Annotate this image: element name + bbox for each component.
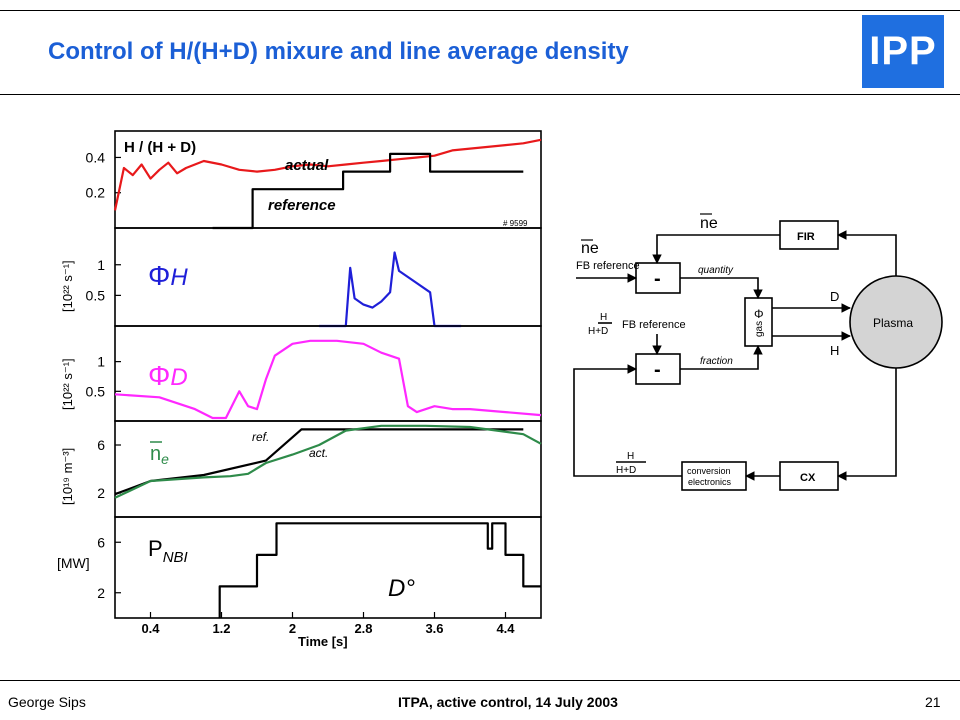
title-rule xyxy=(0,94,960,95)
panel4-ylabel: [10¹⁹ m⁻³] xyxy=(60,448,75,505)
label-frac-den-1: H+D xyxy=(588,326,608,337)
panel3-label: ΦD xyxy=(148,360,188,391)
panel2-ylabel: [10²² s⁻¹] xyxy=(60,260,75,312)
ytick-label-4-1: 6 xyxy=(97,534,105,550)
slide-title: Control of H/(H+D) mixure and line avera… xyxy=(48,38,629,65)
panel1-title: H / (H + D) xyxy=(124,139,196,156)
xtick-label-1: 1.2 xyxy=(212,621,230,636)
footer-author: George Sips xyxy=(8,694,86,710)
series-0-0 xyxy=(113,138,542,211)
xtick-label-4: 3.6 xyxy=(425,621,443,636)
ytick-label-2-1: 1 xyxy=(97,354,105,370)
ipp-logo: IPP xyxy=(862,15,944,88)
label-fb-ref-1: FB reference xyxy=(576,260,640,272)
label-gas: gas xyxy=(754,321,765,337)
annotation-actual: actual xyxy=(285,157,329,174)
xtick-label-5: 4.4 xyxy=(496,621,515,636)
panel3-ylabel: [10²² s⁻¹] xyxy=(60,358,75,410)
panel5-label: PNBI xyxy=(148,536,188,566)
annotation-ref: ref. xyxy=(252,430,269,444)
footer-page-number: 21 xyxy=(925,694,941,710)
fir-to-sum-line xyxy=(652,234,780,264)
plasma-to-fir-line xyxy=(837,230,897,276)
ytick-label-0-1: 0.4 xyxy=(86,149,106,165)
ytick-label-3-1: 6 xyxy=(97,437,105,453)
series-4-0 xyxy=(218,522,541,618)
label-ne-ref: ne xyxy=(581,240,599,257)
annotation-reference: reference xyxy=(268,197,336,214)
gas-valve-block xyxy=(744,297,773,347)
logo-text: IPP xyxy=(869,29,937,73)
label-fraction: fraction xyxy=(700,356,733,367)
label-frac-num-1: H xyxy=(600,312,607,323)
ytick-label-0-0: 0.2 xyxy=(86,185,106,201)
xtick-label-2: 2 xyxy=(289,621,296,636)
label-frac-den-2: H+D xyxy=(616,465,636,476)
label-minus-2: - xyxy=(654,359,661,381)
label-plasma: Plasma xyxy=(873,316,913,330)
annotation-d0: D° xyxy=(388,575,415,602)
series-3-1 xyxy=(114,424,542,499)
plasma-to-cx-line xyxy=(837,368,897,481)
ytick-label-1-1: 1 xyxy=(97,257,105,273)
quantity-line xyxy=(680,277,763,299)
label-d: D xyxy=(830,289,839,304)
series-1-0 xyxy=(319,251,462,328)
ytick-label-2-0: 0.5 xyxy=(86,383,106,399)
ytick-label-1-0: 0.5 xyxy=(86,287,106,303)
ytick-label-4-0: 2 xyxy=(97,585,105,601)
label-fir: FIR xyxy=(797,231,815,243)
xtick-label-0: 0.4 xyxy=(141,621,160,636)
label-ne-top: ne xyxy=(700,215,718,232)
panel2-label: ΦH xyxy=(148,260,188,291)
series-2-0 xyxy=(114,339,542,420)
ytick-label-3-0: 2 xyxy=(97,485,105,501)
label-minus-1: - xyxy=(654,268,661,290)
panel-frame-4 xyxy=(114,516,542,619)
top-rule xyxy=(0,10,960,11)
conv-to-sum-line xyxy=(573,364,682,477)
xtick-label-3: 2.8 xyxy=(354,621,372,636)
x-axis-label: Time [s] xyxy=(298,634,348,649)
fraction-line xyxy=(680,345,763,370)
panel4-label: ne xyxy=(150,443,169,467)
label-fb-ref-2: FB reference xyxy=(622,319,686,331)
label-cx: CX xyxy=(800,472,816,484)
annotation-act: act. xyxy=(309,446,328,460)
series-0-1 xyxy=(212,152,524,230)
label-quantity: quantity xyxy=(698,265,734,276)
label-conv-2: electronics xyxy=(688,477,732,487)
footer-rule xyxy=(0,680,960,681)
panel1-shot: # 9599 xyxy=(503,219,528,228)
label-phi: Φ xyxy=(754,307,764,321)
label-h: H xyxy=(830,343,839,358)
label-frac-num-2: H xyxy=(627,451,634,462)
panel5-ylabel: [MW] xyxy=(57,555,90,571)
label-conv-1: conversion xyxy=(687,466,731,476)
footer-event: ITPA, active control, 14 July 2003 xyxy=(398,694,618,710)
